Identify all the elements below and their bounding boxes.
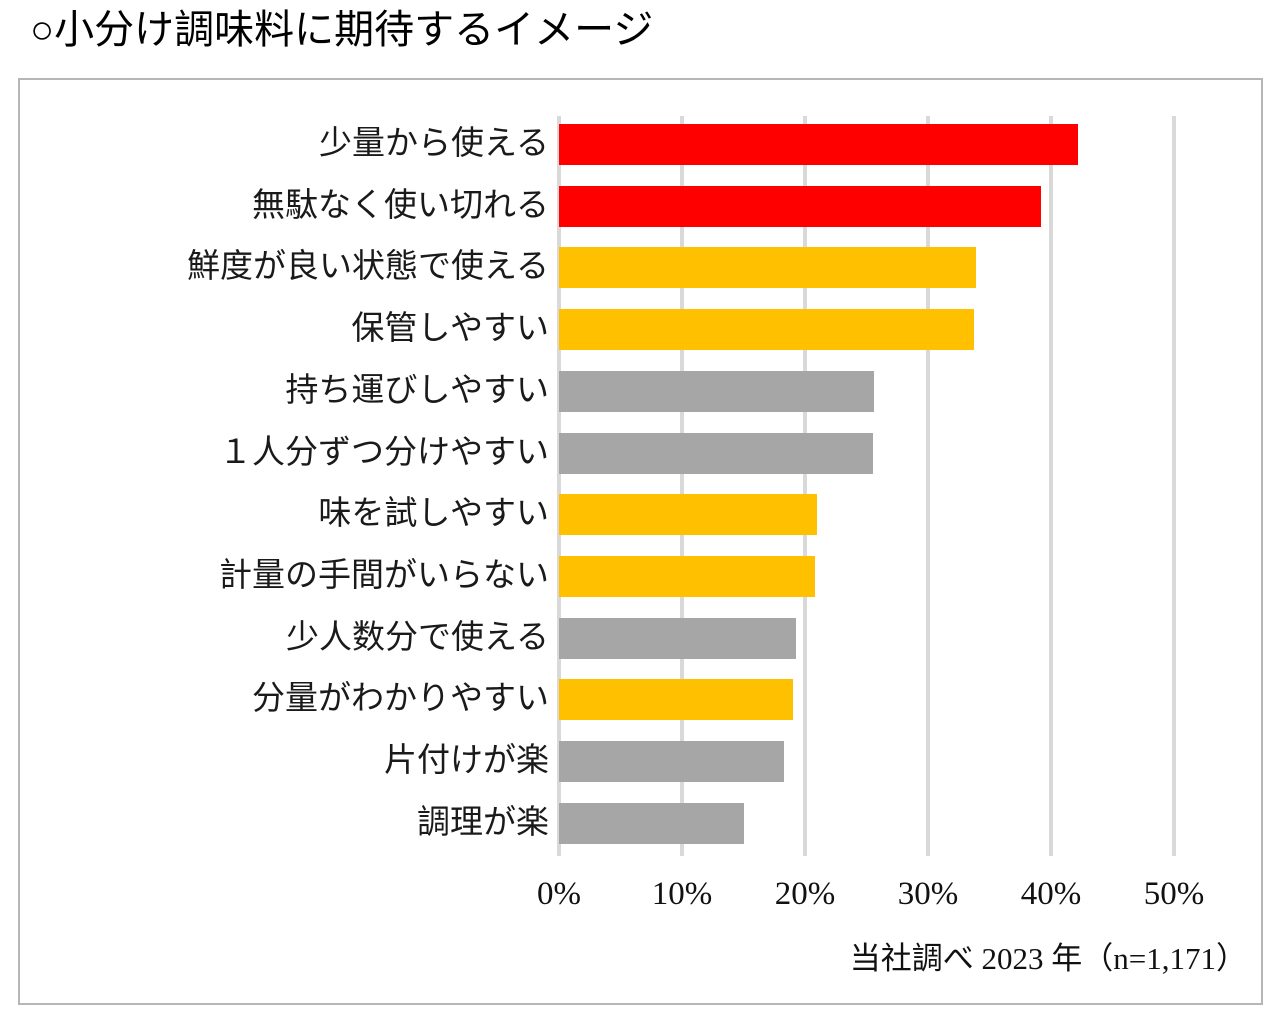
bar[interactable] <box>559 247 976 289</box>
page-title: ○小分け調味料に期待するイメージ <box>30 7 654 52</box>
x-tick-label: 30% <box>897 876 959 912</box>
chart-frame <box>18 78 1263 1005</box>
bar[interactable] <box>559 555 815 597</box>
gridline-40 <box>1049 116 1053 856</box>
bar[interactable] <box>559 185 1042 227</box>
value-axis: 0% 10% 20% 30% 40% 50% <box>537 872 1204 920</box>
category-label: 保管しやすい <box>351 311 549 348</box>
category-label: 分量がわかりやすい <box>252 681 549 718</box>
x-tick-label: 20% <box>774 876 836 912</box>
bar-row[interactable] <box>559 309 1174 351</box>
category-label: 無駄なく使い切れる <box>252 187 549 224</box>
bar[interactable] <box>559 309 974 351</box>
category-label: 味を試しやすい <box>318 496 549 533</box>
category-label: 計量の手間がいらない <box>219 557 549 594</box>
x-tick-label: 10% <box>651 876 713 912</box>
category-label: １人分ずつ分けやすい <box>219 434 549 471</box>
bar-row[interactable] <box>559 555 1174 597</box>
plot-area <box>557 116 1176 856</box>
x-tick-label: 50% <box>1143 876 1205 912</box>
bar-row[interactable] <box>559 494 1174 536</box>
category-axis: 少量から使える無駄なく使い切れる鮮度が良い状態で使える保管しやすい持ち運びしやす… <box>29 116 559 856</box>
bar-row[interactable] <box>559 247 1174 289</box>
bar-row[interactable] <box>559 741 1174 782</box>
category-label: 調理が楽 <box>417 804 549 841</box>
bar-row[interactable] <box>559 679 1174 721</box>
bar-row[interactable] <box>559 432 1174 474</box>
gridline-30 <box>926 116 930 856</box>
category-label: 片付けが楽 <box>384 743 549 779</box>
bar-row[interactable] <box>559 802 1174 844</box>
bar-row[interactable] <box>559 617 1174 659</box>
source-note: 当社調べ 2023 年（n=1,171） <box>849 941 1247 976</box>
bar[interactable] <box>559 370 874 412</box>
bar[interactable] <box>559 679 793 721</box>
gridline-10 <box>680 116 684 856</box>
bar[interactable] <box>559 802 744 844</box>
gridline-20 <box>803 116 807 856</box>
bar[interactable] <box>559 741 785 782</box>
gridline-50 <box>1172 116 1176 856</box>
bar[interactable] <box>559 494 818 536</box>
x-tick-label: 40% <box>1020 876 1082 912</box>
bar-row[interactable] <box>559 185 1174 227</box>
bar[interactable] <box>559 124 1079 165</box>
bar-row[interactable] <box>559 370 1174 412</box>
category-label: 少量から使える <box>318 126 549 162</box>
x-tick-label: 0% <box>537 876 581 912</box>
bar-row[interactable] <box>559 124 1174 165</box>
category-label: 持ち運びしやすい <box>285 372 549 409</box>
category-label: 鮮度が良い状態で使える <box>186 249 549 286</box>
gridline-0 <box>557 116 561 856</box>
bar[interactable] <box>559 432 873 474</box>
bar[interactable] <box>559 617 797 659</box>
category-label: 少人数分で使える <box>285 619 549 656</box>
